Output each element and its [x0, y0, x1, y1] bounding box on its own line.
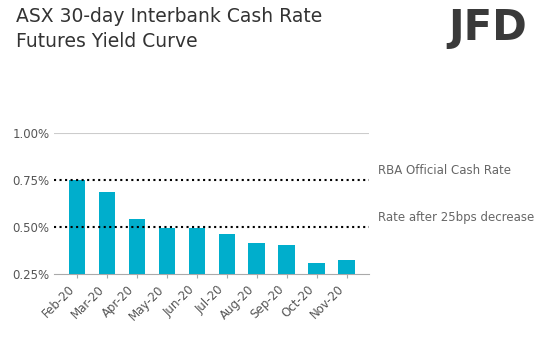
Bar	[218, 233, 235, 274]
Bar	[279, 245, 295, 274]
Bar	[338, 260, 355, 274]
Text: RBA Official Cash Rate: RBA Official Cash Rate	[377, 164, 510, 177]
Bar	[159, 228, 175, 274]
Bar	[308, 264, 325, 274]
Bar	[99, 192, 115, 274]
Bar	[68, 180, 85, 274]
Bar	[188, 228, 205, 274]
Text: ASX 30-day Interbank Cash Rate
Futures Yield Curve: ASX 30-day Interbank Cash Rate Futures Y…	[16, 7, 323, 51]
Text: Rate after 25bps decrease: Rate after 25bps decrease	[377, 211, 534, 224]
Bar	[249, 243, 265, 274]
Bar	[129, 219, 145, 274]
Text: JFD: JFD	[448, 7, 527, 49]
